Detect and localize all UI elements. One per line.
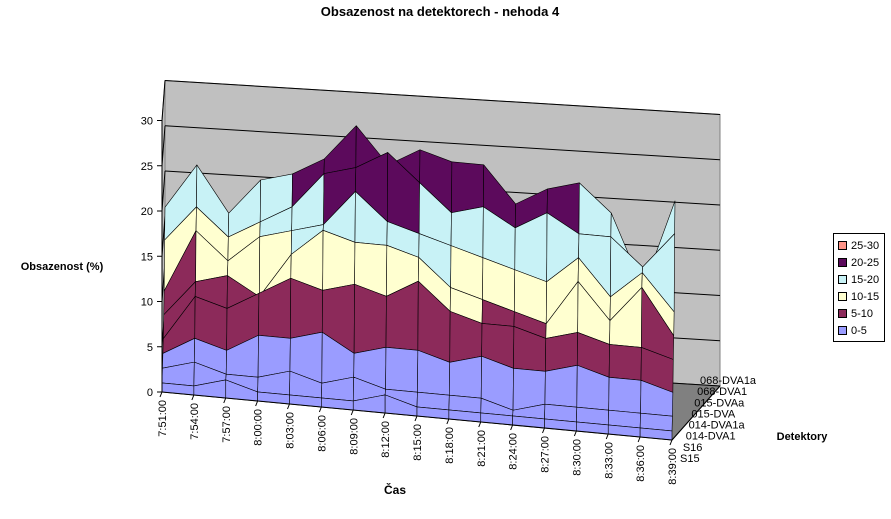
surface-facet xyxy=(257,334,291,378)
legend: 25-30 20-25 15-20 10-15 5-10 0-5 xyxy=(833,233,885,342)
surface-facet xyxy=(449,355,482,399)
legend-item: 10-15 xyxy=(838,289,884,305)
depth-tick-label: 068-DVA1a xyxy=(700,375,757,387)
depth-axis-title: Detektory xyxy=(777,431,829,443)
depth-tick-label: 015-DVAa xyxy=(694,397,745,409)
surface-plot xyxy=(161,125,676,441)
chart-axes: 0 5 10 15 20 25 30 7:51:00 7:54:00 7:57:00 8:00:00… xyxy=(141,116,757,485)
y-tick-label: 10 xyxy=(141,297,153,309)
y-tick-label: 0 xyxy=(147,387,153,399)
y-tick-label: 30 xyxy=(141,116,153,128)
legend-swatch xyxy=(838,309,847,318)
y-axis-title: Obsazenost (%) xyxy=(21,261,104,273)
x-tick xyxy=(287,403,290,410)
legend-item: 5-10 xyxy=(838,306,884,322)
x-tick xyxy=(255,400,259,407)
gridline-back xyxy=(164,80,721,115)
x-tick-label: 8:18:00 xyxy=(444,427,456,464)
legend-label: 25-30 xyxy=(851,240,880,252)
x-tick-label: 8:09:00 xyxy=(348,418,360,455)
legend-item: 15-20 xyxy=(838,272,884,288)
depth-tick-label: S16 xyxy=(683,442,703,454)
y-tick-label: 25 xyxy=(141,161,153,173)
x-tick-label: 8:39:00 xyxy=(667,448,679,485)
legend-swatch xyxy=(838,258,847,267)
legend-label: 15-20 xyxy=(851,274,880,286)
gridline-back xyxy=(164,125,721,161)
legend-swatch xyxy=(838,275,847,284)
x-tick xyxy=(191,394,195,401)
legend-swatch xyxy=(838,326,847,335)
x-tick xyxy=(573,430,577,437)
x-tick xyxy=(637,436,641,443)
x-tick-label: 8:12:00 xyxy=(380,421,392,458)
surface-facet xyxy=(545,332,578,372)
legend-label: 0-5 xyxy=(851,325,867,337)
x-tick-label: 8:36:00 xyxy=(635,445,647,482)
surface-facet xyxy=(512,368,546,411)
x-tick xyxy=(414,415,418,422)
x-tick-label: 8:30:00 xyxy=(571,439,583,476)
depth-tick-label: 068-DVA1 xyxy=(697,386,747,398)
x-tick-label: 8:24:00 xyxy=(508,433,520,470)
x-tick xyxy=(318,406,322,413)
x-tick xyxy=(542,427,545,434)
x-tick xyxy=(350,409,354,416)
surface-facet xyxy=(353,283,387,354)
x-tick-label: 8:21:00 xyxy=(476,430,488,467)
surface-facet xyxy=(385,346,419,393)
y-tick-label: 20 xyxy=(141,206,153,218)
x-tick-label: 8:15:00 xyxy=(412,424,424,461)
surface-facet xyxy=(608,377,642,414)
legend-label: 20-25 xyxy=(851,257,880,269)
x-tick-label: 8:06:00 xyxy=(316,415,328,452)
legend-label: 10-15 xyxy=(851,291,880,303)
surface-facet xyxy=(451,161,485,214)
x-tick xyxy=(478,421,482,428)
x-tick xyxy=(446,418,450,425)
legend-swatch xyxy=(838,241,847,250)
depth-axis-line xyxy=(671,385,721,441)
depth-tick-label: 015-DVA xyxy=(691,408,735,420)
x-tick-label: 7:54:00 xyxy=(189,403,201,440)
surface-facet xyxy=(544,364,578,408)
x-tick-label: 8:03:00 xyxy=(285,412,297,449)
x-tick xyxy=(159,391,163,398)
y-tick-label: 5 xyxy=(147,342,153,354)
legend-label: 5-10 xyxy=(851,308,874,320)
x-axis-line xyxy=(161,391,673,441)
x-tick-label: 8:27:00 xyxy=(540,436,552,473)
x-tick-label: 7:51:00 xyxy=(157,400,169,437)
x-tick xyxy=(605,433,609,440)
surface-facet xyxy=(608,344,642,381)
x-tick-label: 8:33:00 xyxy=(603,442,615,479)
x-tick xyxy=(382,412,386,419)
legend-swatch xyxy=(838,292,847,301)
x-tick-label: 8:00:00 xyxy=(253,409,265,446)
x-tick-label: 7:57:00 xyxy=(221,406,233,443)
chart-title: Obsazenost na detektorech - nehoda 4 xyxy=(321,4,560,19)
legend-item: 20-25 xyxy=(838,255,884,271)
legend-item: 25-30 xyxy=(838,238,884,254)
legend-item: 0-5 xyxy=(838,323,884,339)
depth-tick-label: 014-DVA1 xyxy=(686,431,736,443)
y-tick-label: 15 xyxy=(141,251,153,263)
gridline-left xyxy=(161,80,166,121)
x-axis-title: Čas xyxy=(384,482,406,497)
depth-tick-label: S15 xyxy=(680,453,700,465)
depth-tick-label: 014-DVA1a xyxy=(689,420,746,432)
x-tick xyxy=(223,397,227,404)
x-tick xyxy=(510,424,514,431)
x-tick xyxy=(669,439,673,446)
